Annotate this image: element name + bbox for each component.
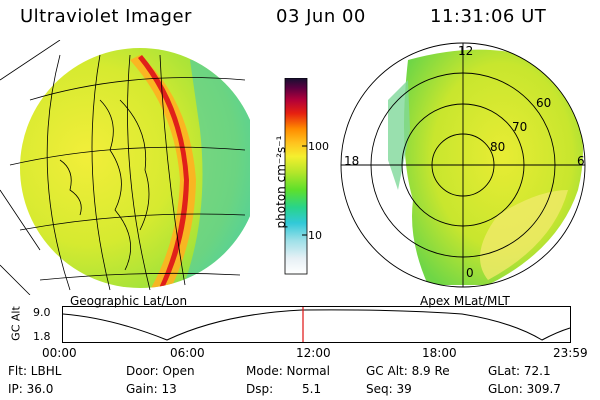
polar-caption: Apex MLat/MLT <box>420 294 510 308</box>
altitude-plot <box>62 306 571 343</box>
lat-ring-60: 60 <box>536 96 552 110</box>
dsp-label: Dsp: <box>246 382 274 396</box>
glon-info: GLon: 309.7 <box>488 382 561 396</box>
colorbar-gradient <box>284 78 308 275</box>
polar-plot <box>340 42 586 288</box>
colorbar-tick-100: 100 <box>308 140 329 153</box>
date-label: 03 Jun 00 <box>276 6 366 27</box>
instrument-title: Ultraviolet Imager <box>20 6 192 27</box>
alt-tick-high: 9.0 <box>33 306 51 319</box>
glat-info: GLat: 72.1 <box>488 364 551 378</box>
graticule <box>0 40 246 295</box>
alt-tick-low: 1.8 <box>33 330 51 343</box>
colorbar <box>284 78 308 275</box>
geographic-caption: Geographic Lat/Lon <box>70 294 188 308</box>
x-tick-1200: 12:00 <box>296 346 331 360</box>
geographic-image <box>0 40 250 295</box>
gc-alt-info: GC Alt: 8.9 Re <box>366 364 450 378</box>
seq-info: Seq: 39 <box>366 382 412 396</box>
lat-ring-70: 70 <box>512 120 528 134</box>
polar-grid <box>340 42 586 288</box>
mlt-label-6: 6 <box>577 154 585 168</box>
dsp-value: 5.1 <box>302 382 322 396</box>
gain-info: Gain: 13 <box>126 382 177 396</box>
x-tick-2359: 23:59 <box>553 346 588 360</box>
ip-info: IP: 36.0 <box>8 382 54 396</box>
mode-info: Mode: Normal <box>246 364 330 378</box>
mlt-label-18: 18 <box>344 154 360 168</box>
altitude-curve <box>62 309 571 341</box>
colorbar-tick-10: 10 <box>308 229 322 242</box>
filter-info: Flt: LBHL <box>8 364 62 378</box>
gc-alt-axis-label: GC Alt <box>9 306 23 341</box>
colorbar-unit: photon cm⁻²s⁻¹ <box>274 135 288 229</box>
x-tick-0000: 00:00 <box>42 346 77 360</box>
time-label: 11:31:06 UT <box>430 6 547 27</box>
door-info: Door: Open <box>126 364 195 378</box>
x-tick-1800: 18:00 <box>422 346 457 360</box>
lat-ring-80: 80 <box>490 140 506 154</box>
mlt-label-0: 0 <box>466 266 474 280</box>
mlt-label-12: 12 <box>458 44 474 58</box>
x-tick-0600: 06:00 <box>170 346 205 360</box>
altitude-plot-frame <box>62 306 571 343</box>
